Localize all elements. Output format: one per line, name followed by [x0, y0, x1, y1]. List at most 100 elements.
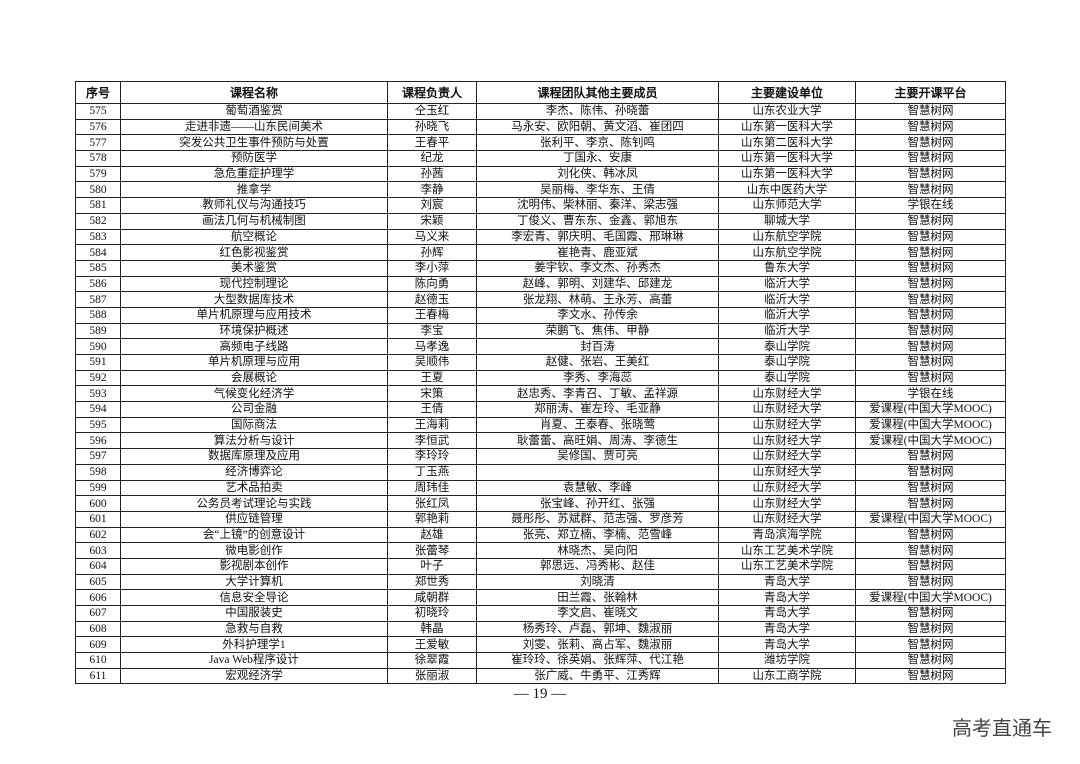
table-cell: 王春梅	[387, 306, 477, 324]
table-cell: 智慧树网	[855, 605, 1006, 622]
table-cell: 纪龙	[387, 150, 477, 167]
table-cell: 爱课程(中国大学MOOC)	[855, 416, 1006, 434]
table-cell: 初晓玲	[387, 605, 477, 622]
table-cell: 山东财经大学	[718, 510, 856, 528]
table-cell: 国际商法	[120, 416, 388, 434]
table-cell: 王春平	[387, 134, 477, 152]
table-row: 584 红色影视鉴赏 孙辉 崔艳青、鹿亚斌 山东航空学院 智慧树网	[75, 244, 1006, 261]
table-row: 598 经济博弈论 丁玉燕 山东财经大学 智慧树网	[75, 463, 1006, 481]
table-row: 593 气候变化经济学 宋策 赵忠秀、李青召、丁敏、孟祥源 山东财经大学 学银在线	[75, 385, 1006, 403]
table-row: 583 航空概论 马义来 李宏青、郭庆明、毛国霞、邢琳琳 山东航空学院 智慧树网	[75, 228, 1006, 246]
table-cell: 602	[75, 526, 121, 544]
table-cell: 575	[75, 103, 121, 120]
table-cell: 丁玉燕	[387, 463, 477, 481]
table-cell: 突发公共卫生事件预防与处置	[120, 134, 388, 152]
table-cell: 丁俊义、曹东东、金鑫、郭旭东	[476, 212, 719, 230]
table-cell: 环境保护概述	[120, 322, 388, 340]
table-cell: 临沂大学	[718, 322, 856, 340]
table-cell: 爱课程(中国大学MOOC)	[855, 401, 1006, 418]
table-cell: 葡萄酒鉴赏	[120, 103, 388, 120]
table-cell: 徐翠霞	[387, 652, 477, 669]
table-cell: 张龙翔、林萌、王永芳、高蕾	[476, 291, 719, 308]
table-cell: 郭思远、冯秀彬、赵佳	[476, 557, 719, 575]
table-cell: 孙辉	[387, 244, 477, 261]
table-cell: 山东第一医科大学	[718, 165, 856, 183]
table-cell: 595	[75, 416, 121, 434]
table-cell: 592	[75, 369, 121, 387]
table-row: 591 单片机原理与应用 吴顺伟 赵健、张岩、王美红 泰山学院 智慧树网	[75, 354, 1006, 371]
table-cell: 610	[75, 652, 121, 669]
table-row: 602 会“上镜”的创意设计 赵雄 张亮、郑立楠、李楠、范雪峰 青岛滨海学院 智慧树网	[75, 526, 1006, 544]
table-row: 603 微电影创作 张蕾琴 林晓杰、吴向阳 山东工艺美术学院 智慧树网	[75, 542, 1006, 559]
table-cell: 泰山学院	[718, 354, 856, 371]
table-cell: 601	[75, 510, 121, 528]
header-cell: 课程团队其他主要成员	[476, 81, 719, 104]
table-cell: 杨秀玲、卢磊、郭坤、魏淑丽	[476, 620, 719, 638]
table-row: 609 外科护理学1 王爱敏 刘雯、张莉、高占军、魏淑丽 青岛大学 智慧树网	[75, 636, 1006, 654]
table-cell: 外科护理学1	[120, 636, 388, 654]
header-cell: 主要开课平台	[855, 81, 1006, 104]
table-cell: 604	[75, 557, 121, 575]
table-row: 599 艺术品拍卖 周玮佳 袁慧敏、李峰 山东财经大学 智慧树网	[75, 479, 1006, 497]
table-cell: 智慧树网	[855, 338, 1006, 355]
table-cell: 青岛大学	[718, 589, 856, 606]
table-cell: 公务员考试理论与实践	[120, 495, 388, 512]
table-cell: 爱课程(中国大学MOOC)	[855, 432, 1006, 450]
table-cell: 临沂大学	[718, 291, 856, 308]
table-cell: 张红凤	[387, 495, 477, 512]
table-cell: 智慧树网	[855, 479, 1006, 497]
table-cell: 泰山学院	[718, 369, 856, 387]
table-cell: 智慧树网	[855, 354, 1006, 371]
table-cell: 581	[75, 197, 121, 214]
table-cell: 智慧树网	[855, 134, 1006, 152]
watermark: 高考直通车	[952, 716, 1052, 740]
table-row: 601 供应链管理 郭艳莉 聂彤彤、苏斌群、范志强、罗彦芳 山东财经大学 爱课程(中国大学…	[75, 510, 1006, 528]
table-cell: 供应链管理	[120, 510, 388, 528]
table-cell: 林晓杰、吴向阳	[476, 542, 719, 559]
table-cell: 赵雄	[387, 526, 477, 544]
table-row: 579 急危重症护理学 孙茜 刘化侠、韩冰凤 山东第一医科大学 智慧树网	[75, 165, 1006, 183]
table-cell: 王倩	[387, 401, 477, 418]
table-cell: 611	[75, 667, 121, 685]
table-cell: 578	[75, 150, 121, 167]
table-cell: 学银在线	[855, 385, 1006, 403]
table-row: 590 高频电子线路 马孝逸 封百涛 泰山学院 智慧树网	[75, 338, 1006, 355]
table-cell: 王爱敏	[387, 636, 477, 654]
table-cell: 智慧树网	[855, 369, 1006, 387]
table-row: 611 宏观经济学 张丽淑 张广威、牛勇平、江秀辉 山东工商学院 智慧树网	[75, 667, 1006, 685]
table-cell: 赵忠秀、李青召、丁敏、孟祥源	[476, 385, 719, 403]
table-cell: 智慧树网	[855, 557, 1006, 575]
table-row: 597 数据库原理及应用 李玲玲 吴修国、贾可亮 山东财经大学 智慧树网	[75, 448, 1006, 465]
table-cell: 会“上镜”的创意设计	[120, 526, 388, 544]
table-cell: 马孝逸	[387, 338, 477, 355]
table-cell: 田兰霞、张翰林	[476, 589, 719, 606]
table-cell: 宋策	[387, 385, 477, 403]
table-cell: 李恒武	[387, 432, 477, 450]
table-cell: 荣鹏飞、焦伟、甲静	[476, 322, 719, 340]
table-row: 604 影视剧本创作 叶子 郭思远、冯秀彬、赵佳 山东工艺美术学院 智慧树网	[75, 557, 1006, 575]
table-cell: 606	[75, 589, 121, 606]
table-cell: 张宝峰、孙开红、张强	[476, 495, 719, 512]
table-cell: 袁慧敏、李峰	[476, 479, 719, 497]
header-cell: 课程负责人	[387, 81, 477, 104]
table-cell: 山东财经大学	[718, 432, 856, 450]
table-cell: 高频电子线路	[120, 338, 388, 355]
table-cell: 崔玲玲、徐英娟、张辉萍、代江艳	[476, 652, 719, 669]
table-cell: 郭艳莉	[387, 510, 477, 528]
table-cell: 赵峰、郭明、刘建华、邱建龙	[476, 275, 719, 293]
table-cell: 山东第二医科大学	[718, 134, 856, 152]
table-cell: 山东财经大学	[718, 416, 856, 434]
table-cell: 单片机原理与应用技术	[120, 306, 388, 324]
table-cell: 587	[75, 291, 121, 308]
table-row: 580 推拿学 李静 吴丽梅、李华东、王倩 山东中医药大学 智慧树网	[75, 181, 1006, 199]
table-cell: 591	[75, 354, 121, 371]
table-cell: 智慧树网	[855, 573, 1006, 591]
table-cell: 智慧树网	[855, 495, 1006, 512]
table-cell: 张广威、牛勇平、江秀辉	[476, 667, 719, 685]
table-cell: 576	[75, 118, 121, 136]
table-cell: 586	[75, 275, 121, 293]
table-cell: 泰山学院	[718, 338, 856, 355]
table-cell: 美术鉴赏	[120, 259, 388, 277]
table-cell: 590	[75, 338, 121, 355]
table-cell: 李杰、陈伟、孙晓蕾	[476, 103, 719, 120]
